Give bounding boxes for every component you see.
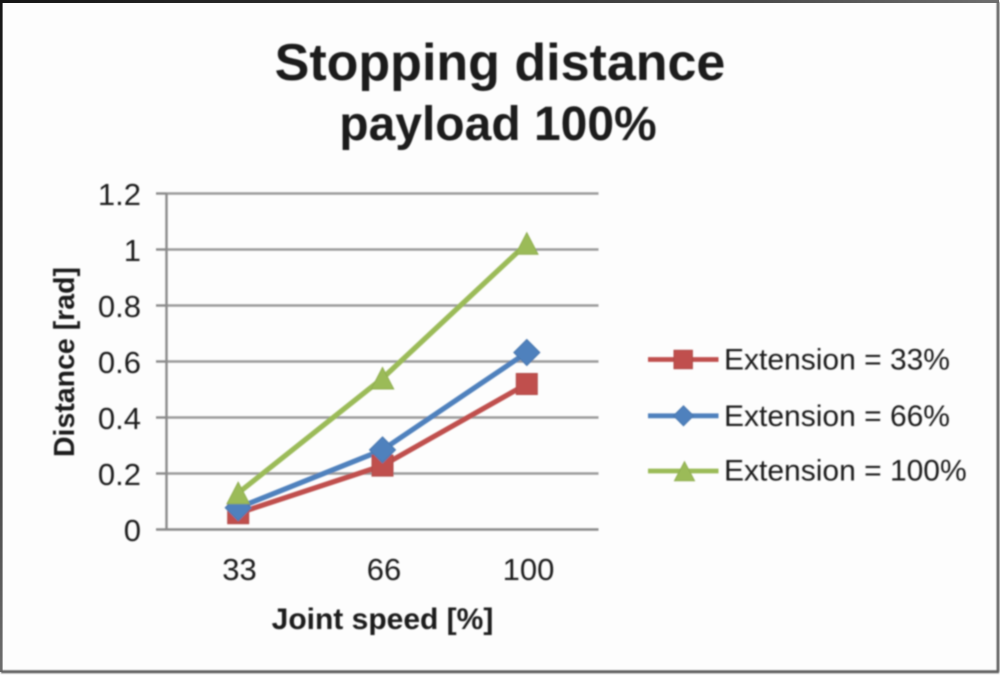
svg-text:66: 66	[367, 552, 401, 587]
svg-text:Stopping distance: Stopping distance	[275, 34, 726, 92]
svg-text:100: 100	[503, 552, 555, 587]
svg-text:Extension = 66%: Extension = 66%	[724, 400, 950, 433]
svg-text:0.6: 0.6	[98, 345, 141, 380]
svg-text:0.2: 0.2	[98, 457, 141, 492]
svg-text:Extension = 100%: Extension = 100%	[724, 455, 967, 488]
svg-text:Joint speed [%]: Joint speed [%]	[272, 603, 494, 636]
svg-text:Distance [rad]: Distance [rad]	[49, 267, 81, 457]
svg-text:1.2: 1.2	[98, 177, 141, 212]
svg-text:Extension = 33%: Extension = 33%	[724, 344, 950, 377]
svg-text:0.4: 0.4	[98, 401, 141, 436]
svg-text:1: 1	[124, 233, 141, 268]
svg-text:0: 0	[124, 513, 141, 548]
svg-text:0.8: 0.8	[98, 289, 141, 324]
svg-text:33: 33	[222, 552, 256, 587]
svg-text:payload 100%: payload 100%	[339, 98, 656, 151]
